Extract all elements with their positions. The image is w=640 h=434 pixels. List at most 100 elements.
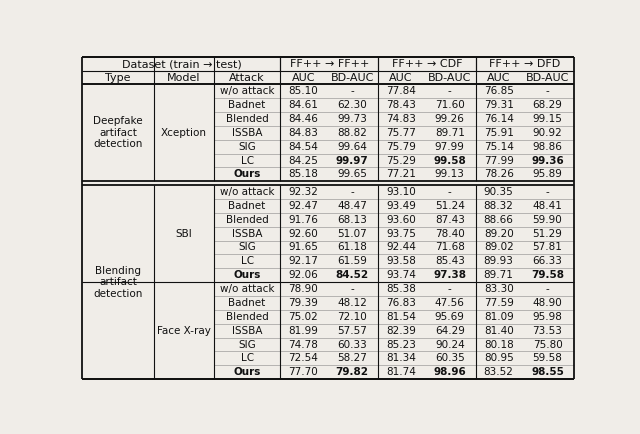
Text: Type: Type	[105, 72, 131, 82]
Text: Ours: Ours	[234, 367, 260, 377]
Text: 51.07: 51.07	[337, 229, 367, 239]
Text: Dataset (train → test): Dataset (train → test)	[122, 59, 241, 69]
Text: 75.14: 75.14	[484, 141, 513, 151]
Text: 71.60: 71.60	[435, 100, 465, 110]
Text: 57.81: 57.81	[532, 243, 563, 253]
Text: 90.35: 90.35	[484, 187, 513, 197]
Text: 77.99: 77.99	[484, 155, 513, 165]
Text: 74.83: 74.83	[386, 114, 416, 124]
Text: 90.92: 90.92	[532, 128, 563, 138]
Text: 72.10: 72.10	[337, 312, 367, 322]
Text: 99.73: 99.73	[337, 114, 367, 124]
Text: 68.29: 68.29	[532, 100, 563, 110]
Text: 88.66: 88.66	[484, 215, 513, 225]
Text: 98.55: 98.55	[531, 367, 564, 377]
Text: 89.71: 89.71	[484, 270, 513, 280]
Text: 93.10: 93.10	[386, 187, 416, 197]
Text: 85.23: 85.23	[386, 339, 416, 349]
Text: 72.54: 72.54	[289, 353, 318, 363]
Text: -: -	[546, 86, 549, 96]
Text: Blended: Blended	[226, 114, 269, 124]
Text: 64.29: 64.29	[435, 326, 465, 335]
Text: LC: LC	[241, 155, 253, 165]
Text: w/o attack: w/o attack	[220, 187, 275, 197]
Text: 84.61: 84.61	[289, 100, 318, 110]
Text: FF++ → DFD: FF++ → DFD	[489, 59, 560, 69]
Text: 77.59: 77.59	[484, 298, 513, 308]
Text: 57.57: 57.57	[337, 326, 367, 335]
Text: -: -	[350, 284, 354, 294]
Text: Blending
artifact
detection: Blending artifact detection	[93, 266, 143, 299]
Text: 78.40: 78.40	[435, 229, 465, 239]
Text: 91.76: 91.76	[289, 215, 318, 225]
Text: ISSBA: ISSBA	[232, 128, 262, 138]
Text: 83.52: 83.52	[484, 367, 513, 377]
Text: 99.97: 99.97	[336, 155, 369, 165]
Text: 95.89: 95.89	[532, 169, 563, 179]
Text: 61.18: 61.18	[337, 243, 367, 253]
Text: 82.39: 82.39	[386, 326, 416, 335]
Text: 73.53: 73.53	[532, 326, 563, 335]
Text: 81.34: 81.34	[386, 353, 416, 363]
Text: ISSBA: ISSBA	[232, 326, 262, 335]
Text: 51.29: 51.29	[532, 229, 563, 239]
Text: 75.80: 75.80	[532, 339, 563, 349]
Text: 98.96: 98.96	[433, 367, 466, 377]
Text: 76.83: 76.83	[386, 298, 416, 308]
Text: Deepfake
artifact
detection: Deepfake artifact detection	[93, 116, 143, 149]
Text: 84.25: 84.25	[289, 155, 318, 165]
Text: BD-AUC: BD-AUC	[428, 72, 472, 82]
Text: -: -	[448, 86, 452, 96]
Text: 76.14: 76.14	[484, 114, 513, 124]
Text: 97.38: 97.38	[433, 270, 467, 280]
Text: 62.30: 62.30	[337, 100, 367, 110]
Text: 78.90: 78.90	[289, 284, 318, 294]
Text: 74.78: 74.78	[289, 339, 318, 349]
Text: 48.12: 48.12	[337, 298, 367, 308]
Text: 47.56: 47.56	[435, 298, 465, 308]
Text: 99.58: 99.58	[433, 155, 466, 165]
Text: 48.90: 48.90	[532, 298, 563, 308]
Text: Badnet: Badnet	[228, 201, 266, 211]
Text: 81.99: 81.99	[289, 326, 318, 335]
Text: 81.09: 81.09	[484, 312, 513, 322]
Text: 60.35: 60.35	[435, 353, 465, 363]
Text: FF++ → FF++: FF++ → FF++	[289, 59, 369, 69]
Text: Blended: Blended	[226, 215, 269, 225]
Text: Xception: Xception	[161, 128, 207, 138]
Text: 81.74: 81.74	[386, 367, 416, 377]
Text: BD-AUC: BD-AUC	[330, 72, 374, 82]
Text: 85.43: 85.43	[435, 256, 465, 266]
Text: 89.02: 89.02	[484, 243, 513, 253]
Text: -: -	[350, 187, 354, 197]
Text: Badnet: Badnet	[228, 298, 266, 308]
Text: 80.95: 80.95	[484, 353, 513, 363]
Text: 59.90: 59.90	[532, 215, 563, 225]
Text: 71.68: 71.68	[435, 243, 465, 253]
Text: 61.59: 61.59	[337, 256, 367, 266]
Text: 84.46: 84.46	[289, 114, 318, 124]
Text: 99.65: 99.65	[337, 169, 367, 179]
Text: 75.02: 75.02	[289, 312, 318, 322]
Text: ISSBA: ISSBA	[232, 229, 262, 239]
Text: 87.43: 87.43	[435, 215, 465, 225]
Text: 92.06: 92.06	[289, 270, 318, 280]
Text: 99.36: 99.36	[531, 155, 564, 165]
Text: 79.58: 79.58	[531, 270, 564, 280]
Text: 88.32: 88.32	[484, 201, 513, 211]
Text: LC: LC	[241, 256, 253, 266]
Text: 78.26: 78.26	[484, 169, 513, 179]
Text: 92.32: 92.32	[289, 187, 318, 197]
Text: w/o attack: w/o attack	[220, 284, 275, 294]
Text: 89.71: 89.71	[435, 128, 465, 138]
Text: 75.91: 75.91	[484, 128, 513, 138]
Text: 79.31: 79.31	[484, 100, 513, 110]
Text: 76.85: 76.85	[484, 86, 513, 96]
Text: 93.75: 93.75	[386, 229, 416, 239]
Text: 99.26: 99.26	[435, 114, 465, 124]
Text: 99.15: 99.15	[532, 114, 563, 124]
Text: 81.54: 81.54	[386, 312, 416, 322]
Text: 85.10: 85.10	[289, 86, 318, 96]
Text: -: -	[448, 187, 452, 197]
Text: -: -	[448, 284, 452, 294]
